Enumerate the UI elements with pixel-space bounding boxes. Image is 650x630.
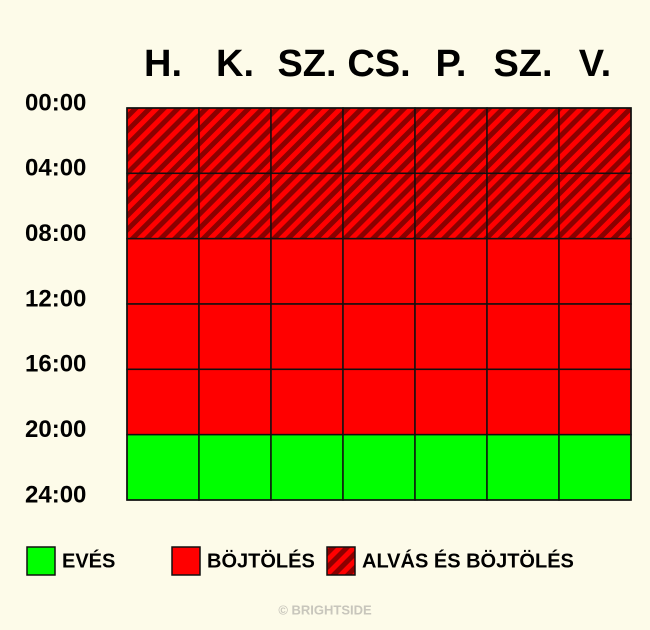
legend-label: EVÉS — [62, 549, 115, 572]
cell — [342, 303, 416, 371]
cell — [414, 368, 488, 436]
cell — [414, 107, 488, 175]
cell — [486, 368, 560, 436]
cell — [270, 433, 344, 501]
cell — [342, 107, 416, 175]
cell — [558, 303, 632, 371]
day-label: P. — [435, 43, 466, 85]
cell — [126, 303, 200, 371]
cell — [414, 303, 488, 371]
cell — [486, 303, 560, 371]
cell — [270, 107, 344, 175]
cell — [270, 303, 344, 371]
watermark: © BRIGHTSIDE — [278, 602, 372, 617]
cell — [342, 433, 416, 501]
cell — [558, 237, 632, 305]
time-label: 16:00 — [25, 351, 86, 378]
cell — [126, 433, 200, 501]
cell — [414, 237, 488, 305]
legend-label: ALVÁS ÉS BÖJTÖLÉS — [362, 549, 574, 572]
cell — [486, 107, 560, 175]
time-label: 24:00 — [25, 481, 86, 508]
day-label: K. — [216, 43, 254, 85]
legend-swatch — [26, 546, 56, 576]
cell — [558, 107, 632, 175]
cell — [126, 172, 200, 240]
day-label: SZ. — [277, 43, 336, 85]
cell — [270, 237, 344, 305]
day-label: H. — [144, 43, 182, 85]
legend-swatch — [326, 546, 356, 576]
day-label: V. — [579, 43, 611, 85]
cell — [198, 433, 272, 501]
cell — [198, 368, 272, 436]
cell — [558, 368, 632, 436]
time-label: 20:00 — [25, 416, 86, 443]
cell — [126, 368, 200, 436]
time-label: 00:00 — [25, 89, 86, 116]
cell — [414, 433, 488, 501]
cell — [414, 172, 488, 240]
legend-label: BÖJTÖLÉS — [207, 549, 315, 572]
time-label: 08:00 — [25, 220, 86, 247]
cell — [342, 172, 416, 240]
cell — [486, 172, 560, 240]
cell — [198, 172, 272, 240]
cell — [342, 368, 416, 436]
day-label: CS. — [347, 43, 410, 85]
cell — [126, 237, 200, 305]
cell — [198, 237, 272, 305]
cell — [270, 368, 344, 436]
grid-border — [126, 107, 632, 501]
cell — [126, 107, 200, 175]
legend-swatch — [171, 546, 201, 576]
time-label: 04:00 — [25, 155, 86, 182]
cell — [198, 303, 272, 371]
cell — [198, 107, 272, 175]
day-label: SZ. — [493, 43, 552, 85]
cell — [486, 237, 560, 305]
cell — [342, 237, 416, 305]
cell — [558, 433, 632, 501]
time-label: 12:00 — [25, 285, 86, 312]
cell — [270, 172, 344, 240]
cell — [486, 433, 560, 501]
cell — [558, 172, 632, 240]
